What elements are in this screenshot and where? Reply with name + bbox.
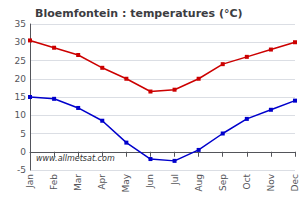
svg-text:Dec: Dec [290,174,300,191]
svg-text:20: 20 [15,74,27,84]
svg-text:5: 5 [20,129,26,139]
svg-text:www.allmetsat.com: www.allmetsat.com [36,154,115,163]
svg-text:25: 25 [15,56,26,66]
svg-text:Nov: Nov [266,173,276,191]
svg-text:May: May [121,173,131,192]
svg-text:35: 35 [15,19,26,29]
svg-text:Jul: Jul [170,174,180,186]
svg-text:0: 0 [20,147,26,157]
svg-text:Aug: Aug [194,174,204,192]
svg-text:Bloemfontein : temperatures (°: Bloemfontein : temperatures (°C) [35,7,243,20]
svg-text:Mar: Mar [73,174,83,191]
svg-text:Oct: Oct [242,174,252,190]
svg-text:30: 30 [15,37,27,47]
svg-text:Jun: Jun [145,174,155,189]
svg-text:Feb: Feb [49,174,59,190]
svg-text:Sep: Sep [218,174,228,191]
svg-text:15: 15 [15,92,26,102]
svg-text:10: 10 [15,110,27,120]
svg-text:-5: -5 [17,165,26,175]
svg-text:Jan: Jan [25,174,35,189]
svg-text:Apr: Apr [97,174,107,190]
